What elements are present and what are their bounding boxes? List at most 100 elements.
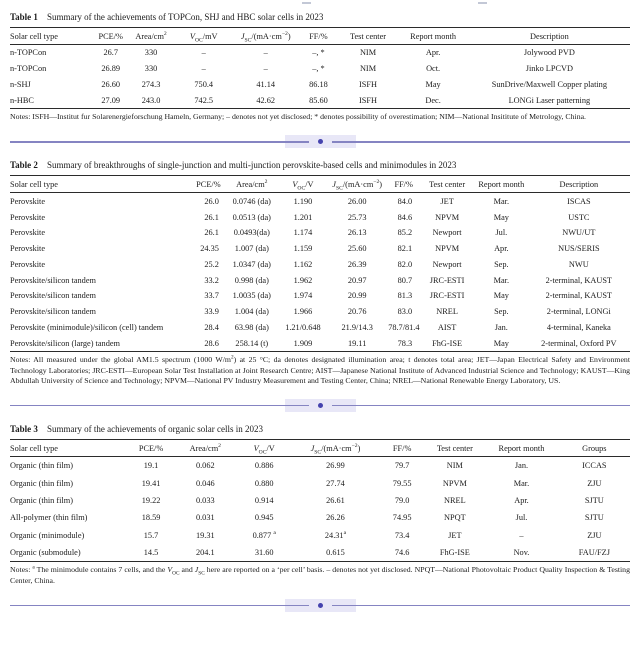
table-cell: 0.062 xyxy=(195,461,215,471)
divider-line xyxy=(331,141,356,143)
table-cell: May xyxy=(493,212,509,222)
table-cell: 1.201 xyxy=(293,212,313,222)
header-row: Solar cell type PCE/% Area/cm2 VOC/mV JSC/(m… xyxy=(10,27,630,45)
divider-line xyxy=(331,604,356,607)
table-cell: Jul. xyxy=(495,228,508,238)
table-cell: Jinko LPCVD xyxy=(525,64,573,74)
table-cell: 1.909 xyxy=(293,338,313,348)
table-cell: 0.998 (da) xyxy=(234,275,269,285)
table-cell: 20.99 xyxy=(347,291,367,301)
table3-notes: Notes: a The minimodule contains 7 cells… xyxy=(10,564,630,585)
table-cell: 73.4 xyxy=(394,530,410,540)
column-header: Groups xyxy=(558,439,630,458)
table-cell: Organic (thin film) xyxy=(10,478,73,488)
table-cell: 274.3 xyxy=(141,79,161,89)
column-header: JSC/(mA·cm−2) xyxy=(326,175,389,194)
table-cell: Organic (submodule) xyxy=(10,548,81,558)
column-header: Solar cell type xyxy=(10,27,94,45)
table-cell: 80.7 xyxy=(397,275,413,285)
table-cell: NPVM xyxy=(435,212,460,222)
table-cell: 42.62 xyxy=(256,95,276,105)
table-cell: 74.6 xyxy=(394,548,410,558)
column-header: FF/% xyxy=(298,27,339,45)
table-cell: NPVM xyxy=(442,478,467,488)
divider-line xyxy=(284,404,309,407)
table-cell: NREL xyxy=(444,496,466,505)
table-cell: Sep. xyxy=(494,307,509,317)
table-cell: 1.190 xyxy=(293,196,313,206)
column-header: PCE/% xyxy=(127,439,175,458)
table-cell: 0.0746 (da) xyxy=(232,196,271,206)
table-cell: Sep. xyxy=(494,259,509,269)
table-cell: n-TOPCon xyxy=(10,64,47,74)
table-cell: 2-terminal, LONGi xyxy=(546,307,611,317)
table-cell: 1.21/0.648 xyxy=(285,323,321,333)
table-cell: Perovskite xyxy=(10,212,46,222)
table-cell: FhG-ISE xyxy=(432,338,463,348)
table-cell: 26.61 xyxy=(326,496,345,505)
section-divider xyxy=(10,598,630,612)
table-cell: 79.0 xyxy=(394,496,410,505)
table-cell: 79.7 xyxy=(394,461,410,471)
table-cell: 1.004 (da) xyxy=(234,307,269,317)
section-divider xyxy=(10,399,630,413)
table-cell: 26.60 xyxy=(101,79,121,89)
table-row: Perovskite 26.1 0.0493(da) 1.174 26.13 85.2 Ne… xyxy=(10,225,630,241)
table-cell: 2-terminal, KAUST xyxy=(545,275,613,285)
table-cell: 0.880 xyxy=(254,478,274,488)
divider-highlight xyxy=(284,135,356,149)
table-cell: 28.6 xyxy=(204,338,219,348)
table-cell: Jul. xyxy=(515,513,528,523)
table-cell: 0.886 xyxy=(254,461,274,471)
divider-line xyxy=(10,604,285,607)
table-cell: LONGi Laser patterning xyxy=(508,95,591,105)
table-cell: 1.159 xyxy=(293,244,313,254)
table-cell: Apr. xyxy=(494,244,509,254)
table-cell: 4-terminal, Kaneka xyxy=(546,323,611,333)
table-cell: Dec. xyxy=(425,95,441,105)
table-cell: 26.1 xyxy=(204,228,219,238)
table-cell: 15.7 xyxy=(143,530,159,540)
table-cell: 0.615 xyxy=(326,548,345,558)
table-cell: 750.4 xyxy=(194,79,214,89)
divider-line xyxy=(355,404,630,407)
column-header: Test center xyxy=(338,27,398,45)
column-header: Solar cell type xyxy=(10,439,128,458)
table-cell: 25.60 xyxy=(347,244,367,254)
table-row: n-TOPCon 26.89 330 – – –, * NIM Oct. Jinko LPCVD xyxy=(10,61,630,77)
column-header: VOC/V xyxy=(279,175,327,194)
column-header: Description xyxy=(527,175,630,194)
table1-section: Table 1 Summary of the achievements of TO… xyxy=(10,11,630,122)
table3-caption-text: Summary of the achievements of organic s… xyxy=(46,424,263,435)
table-cell: 330 xyxy=(144,48,158,58)
divider-line xyxy=(355,141,630,143)
table-cell: Newport xyxy=(432,228,462,238)
divider-highlight xyxy=(284,399,356,413)
table1-body: n-TOPCon 26.7 330 – – –, * NIM Apr. Jolywood PVD… xyxy=(10,45,630,109)
divider-line xyxy=(10,404,285,407)
table1-header: Solar cell type PCE/% Area/cm2 VOC/mV JSC/(m… xyxy=(10,27,630,45)
table-cell: 2-terminal, Oxford PV xyxy=(541,338,617,348)
table-cell: 26.26 xyxy=(326,513,345,523)
table-row: Organic (thin film) 19.1 0.062 0.886 26.99 79… xyxy=(10,457,630,475)
table-cell: 2-terminal, KAUST xyxy=(545,291,613,301)
table-cell: ISFH xyxy=(359,79,377,89)
table-cell: Perovskite (minimodule)/silicon (cell) t… xyxy=(10,323,164,333)
table-row: Perovskite/silicon tandem 33.9 1.004 (da) 1… xyxy=(10,304,630,320)
table-cell: Jolywood PVD xyxy=(523,48,575,58)
table-cell: USTC xyxy=(568,212,590,222)
table-cell: 26.13 xyxy=(347,228,367,238)
section-divider xyxy=(10,135,630,149)
table2-header: Solar cell type PCE/% Area/cm2 VOC/V JSC/(mA… xyxy=(10,175,630,194)
table-cell: NIM xyxy=(446,461,463,471)
table-cell: JRC-ESTI xyxy=(429,275,465,285)
column-header: Area/cm2 xyxy=(174,439,237,458)
table-cell: NWU/UT xyxy=(562,228,596,238)
table-cell: Organic (thin film) xyxy=(10,496,73,505)
table-cell: 1.162 xyxy=(293,259,313,269)
table-cell: Perovskite xyxy=(10,228,46,238)
column-header: Report month xyxy=(397,27,469,45)
column-header: Report month xyxy=(474,175,528,194)
table-cell: All-polymer (thin film) xyxy=(10,513,88,523)
table1-caption-text: Summary of the achievements of TOPCon, S… xyxy=(46,12,324,22)
